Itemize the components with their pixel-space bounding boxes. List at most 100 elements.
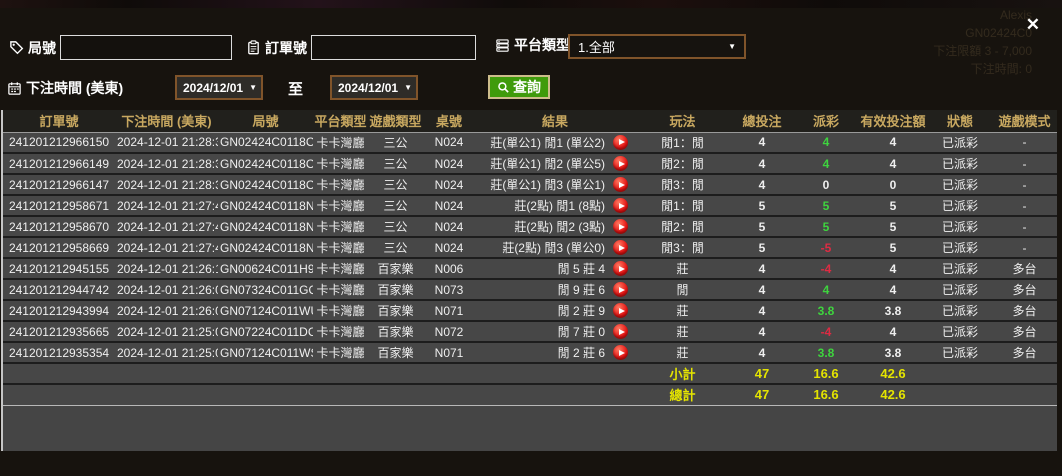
cell-platform-type: 卡卡灣廳 — [313, 153, 368, 175]
table-row: 241201212945155 2024-12-01 21:26:10 GN00… — [3, 258, 1057, 280]
result-text: 閒 2 莊 6 — [557, 346, 605, 360]
cell-table-no: N024 — [423, 132, 475, 154]
date-to-picker[interactable]: 2024/12/01 ▼ — [330, 75, 418, 100]
play-video-icon[interactable] — [613, 324, 628, 339]
cell-bet-time: 2024-12-01 21:28:35 — [115, 132, 218, 154]
cell-platform-type: 卡卡灣廳 — [313, 342, 368, 364]
close-icon[interactable]: ✕ — [1022, 14, 1044, 35]
cell-platform-type: 卡卡灣廳 — [313, 258, 368, 280]
cell-bet-time: 2024-12-01 21:26:10 — [115, 258, 218, 280]
cell-result: 莊(2點) 閒1 (8點) — [475, 195, 635, 217]
date-from-picker[interactable]: 2024/12/01 ▼ — [175, 75, 263, 100]
cell-total-bet: 4 — [730, 342, 794, 364]
cell-play-method: 莊 — [635, 342, 730, 364]
date-from-value: 2024/12/01 — [183, 80, 244, 95]
cell-order-no: 241201212935665 — [3, 321, 115, 343]
game-no-label: 局號 — [28, 39, 56, 56]
cell-total-bet: 4 — [730, 153, 794, 175]
play-video-icon[interactable] — [613, 345, 628, 360]
grand-total-row: 總計 47 16.6 42.6 — [3, 384, 1057, 406]
play-video-icon[interactable] — [613, 198, 628, 213]
cell-play-method: 閒2：閒 — [635, 216, 730, 238]
platform-type-field-group: 平台類型 — [494, 35, 570, 55]
grand-total-payout: 16.6 — [794, 384, 858, 406]
cell-game-mode: - — [992, 216, 1057, 238]
list-icon — [494, 37, 510, 53]
cell-status: 已派彩 — [928, 195, 992, 217]
cell-game-mode: - — [992, 237, 1057, 259]
col-game-mode: 遊戲模式 — [992, 110, 1057, 133]
order-no-label: 訂單號 — [265, 39, 307, 56]
play-video-icon[interactable] — [613, 177, 628, 192]
cell-game-type: 三公 — [368, 132, 423, 154]
col-platform-type: 平台類型 — [313, 110, 368, 133]
cell-bet-time: 2024-12-01 21:27:43 — [115, 216, 218, 238]
cell-status: 已派彩 — [928, 300, 992, 322]
cell-play-method: 莊 — [635, 300, 730, 322]
cell-order-no: 241201212945155 — [3, 258, 115, 280]
cell-bet-time: 2024-12-01 21:26:07 — [115, 279, 218, 301]
cell-game-mode: - — [992, 174, 1057, 196]
cell-valid-bet: 3.8 — [858, 342, 928, 364]
cell-valid-bet: 4 — [858, 279, 928, 301]
cell-table-no: N071 — [423, 342, 475, 364]
cell-game-type: 三公 — [368, 195, 423, 217]
cell-game-mode: 多台 — [992, 279, 1057, 301]
cell-payout: 3.8 — [794, 300, 858, 322]
date-range-to-label: 至 — [288, 81, 304, 98]
cell-game-mode: 多台 — [992, 258, 1057, 280]
cell-game-no: GN02424C0118N — [218, 195, 313, 217]
game-no-input[interactable] — [60, 35, 232, 60]
cell-result: 莊(單公1) 閒3 (單公1) — [475, 174, 635, 196]
cell-game-type: 百家樂 — [368, 300, 423, 322]
cell-table-no: N024 — [423, 174, 475, 196]
cell-result: 莊(2點) 閒3 (單公0) — [475, 237, 635, 259]
cell-game-no: GN02424C0118N — [218, 237, 313, 259]
chevron-down-icon: ▼ — [249, 83, 257, 92]
cell-game-no: GN07224C011DC — [218, 321, 313, 343]
cell-result: 閒 2 莊 6 — [475, 342, 635, 364]
cell-total-bet: 4 — [730, 321, 794, 343]
order-no-input[interactable] — [311, 35, 476, 60]
cell-bet-time: 2024-12-01 21:27:43 — [115, 237, 218, 259]
watermark-line: Alexis — [999, 8, 1032, 22]
cell-game-no: GN02424C0118O — [218, 174, 313, 196]
play-video-icon[interactable] — [613, 134, 628, 150]
cell-order-no: 241201212943994 — [3, 300, 115, 322]
search-button[interactable]: 查詢 — [488, 75, 550, 99]
cell-platform-type: 卡卡灣廳 — [313, 216, 368, 238]
result-text: 莊(2點) 閒3 (單公0) — [502, 241, 605, 255]
cell-play-method: 閒 — [635, 279, 730, 301]
table-row: 241201212966147 2024-12-01 21:28:35 GN02… — [3, 174, 1057, 196]
play-video-icon[interactable] — [613, 282, 628, 297]
platform-type-select[interactable]: 1.全部 ▼ — [568, 34, 746, 59]
subtotal-payout: 16.6 — [794, 363, 858, 385]
cell-bet-time: 2024-12-01 21:25:08 — [115, 321, 218, 343]
cell-game-no: GN00624C011H9 — [218, 258, 313, 280]
cell-total-bet: 5 — [730, 216, 794, 238]
play-video-icon[interactable] — [613, 240, 628, 255]
subtotal-row: 小計 47 16.6 42.6 — [3, 363, 1057, 385]
play-video-icon[interactable] — [613, 156, 628, 171]
calendar-icon — [6, 80, 22, 96]
cell-total-bet: 5 — [730, 195, 794, 217]
result-text: 莊(2點) 閒2 (3點) — [514, 220, 605, 234]
cell-order-no: 241201212935354 — [3, 342, 115, 364]
cell-order-no: 241201212944742 — [3, 279, 115, 301]
date-to-value: 2024/12/01 — [338, 80, 399, 95]
table-row: 241201212958670 2024-12-01 21:27:43 GN02… — [3, 216, 1057, 238]
cell-platform-type: 卡卡灣廳 — [313, 195, 368, 217]
play-video-icon[interactable] — [613, 261, 628, 276]
cell-order-no: 241201212966147 — [3, 174, 115, 196]
cell-total-bet: 5 — [730, 237, 794, 259]
play-video-icon[interactable] — [613, 303, 628, 318]
cell-game-mode: - — [992, 132, 1057, 154]
cell-game-mode: 多台 — [992, 321, 1057, 343]
cell-platform-type: 卡卡灣廳 — [313, 279, 368, 301]
cell-order-no: 241201212958670 — [3, 216, 115, 238]
cell-play-method: 閒1：閒 — [635, 195, 730, 217]
cell-payout: 0 — [794, 174, 858, 196]
play-video-icon[interactable] — [613, 219, 628, 234]
cell-total-bet: 4 — [730, 258, 794, 280]
bet-time-label: 下注時間 (美東) — [26, 80, 124, 96]
